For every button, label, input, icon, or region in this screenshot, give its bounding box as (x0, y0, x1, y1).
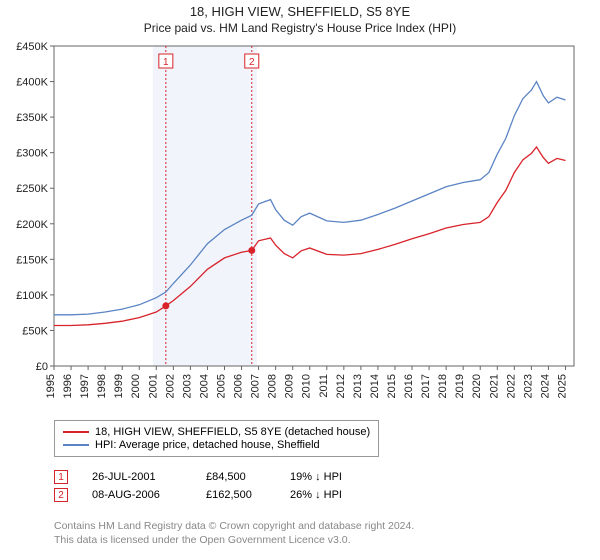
svg-text:1995: 1995 (45, 374, 57, 398)
svg-text:2006: 2006 (233, 374, 245, 398)
footnote-line2: This data is licensed under the Open Gov… (54, 534, 414, 548)
svg-text:2025: 2025 (556, 374, 568, 398)
legend-label: HPI: Average price, detached house, Shef… (95, 439, 320, 451)
legend-label: 18, HIGH VIEW, SHEFFIELD, S5 8YE (detach… (95, 426, 370, 438)
svg-text:2013: 2013 (352, 374, 364, 398)
sale-price: £84,500 (206, 471, 266, 483)
svg-text:£300K: £300K (16, 148, 48, 160)
sale-date: 26-JUL-2001 (92, 471, 182, 483)
svg-text:£0: £0 (36, 361, 48, 373)
svg-text:2015: 2015 (386, 374, 398, 398)
svg-text:1998: 1998 (96, 374, 108, 398)
svg-text:£50K: £50K (22, 325, 48, 337)
svg-text:2019: 2019 (454, 374, 466, 398)
sale-diff: 26% ↓ HPI (290, 489, 370, 501)
footnote-line1: Contains HM Land Registry data © Crown c… (54, 520, 414, 534)
sale-price: £162,500 (206, 489, 266, 501)
legend-box: 18, HIGH VIEW, SHEFFIELD, S5 8YE (detach… (54, 420, 379, 457)
svg-text:£250K: £250K (16, 183, 48, 195)
sale-diff: 19% ↓ HPI (290, 471, 370, 483)
svg-text:£350K: £350K (16, 112, 48, 124)
svg-text:2011: 2011 (318, 374, 330, 398)
svg-text:2022: 2022 (505, 374, 517, 398)
svg-text:1: 1 (163, 57, 169, 68)
sale-date: 08-AUG-2006 (92, 489, 182, 501)
svg-text:£450K: £450K (16, 41, 48, 53)
svg-text:2021: 2021 (488, 374, 500, 398)
svg-text:1999: 1999 (113, 374, 125, 398)
svg-text:2024: 2024 (539, 374, 551, 398)
svg-text:2020: 2020 (471, 374, 483, 398)
svg-text:2017: 2017 (420, 374, 432, 398)
svg-text:2004: 2004 (198, 374, 210, 398)
svg-text:2001: 2001 (147, 374, 159, 398)
sales-row: 2 08-AUG-2006 £162,500 26% ↓ HPI (54, 488, 370, 502)
sales-row: 1 26-JUL-2001 £84,500 19% ↓ HPI (54, 470, 370, 484)
chart-svg: £0 £50K £100K £150K £200K £250K £300K £350K £400… (0, 0, 600, 420)
svg-text:2002: 2002 (164, 374, 176, 398)
svg-text:2014: 2014 (369, 374, 381, 398)
sale-marker-icon: 2 (54, 488, 68, 502)
svg-text:1996: 1996 (62, 374, 74, 398)
legend-item: HPI: Average price, detached house, Shef… (63, 439, 370, 451)
chart-area: £0 £50K £100K £150K £200K £250K £300K £350K £400… (0, 0, 600, 420)
svg-text:2023: 2023 (522, 374, 534, 398)
svg-text:2010: 2010 (301, 374, 313, 398)
svg-text:2005: 2005 (215, 374, 227, 398)
svg-text:2: 2 (249, 57, 255, 68)
svg-text:2012: 2012 (335, 374, 347, 398)
svg-text:£150K: £150K (16, 254, 48, 266)
footnote: Contains HM Land Registry data © Crown c… (54, 520, 414, 547)
svg-text:£400K: £400K (16, 77, 48, 89)
svg-text:1997: 1997 (79, 374, 91, 398)
svg-text:£100K: £100K (16, 290, 48, 302)
sales-table: 1 26-JUL-2001 £84,500 19% ↓ HPI 2 08-AUG-2006… (54, 466, 370, 506)
svg-text:2000: 2000 (130, 374, 142, 398)
svg-text:2007: 2007 (250, 374, 262, 398)
svg-text:2008: 2008 (267, 374, 279, 398)
svg-text:£200K: £200K (16, 219, 48, 231)
legend-swatch (63, 444, 89, 446)
svg-text:2003: 2003 (181, 374, 193, 398)
legend-item: 18, HIGH VIEW, SHEFFIELD, S5 8YE (detach… (63, 426, 370, 438)
legend-swatch (63, 431, 89, 433)
svg-text:2016: 2016 (403, 374, 415, 398)
svg-text:2009: 2009 (284, 374, 296, 398)
sale-marker-icon: 1 (54, 470, 68, 484)
svg-text:2018: 2018 (437, 374, 449, 398)
